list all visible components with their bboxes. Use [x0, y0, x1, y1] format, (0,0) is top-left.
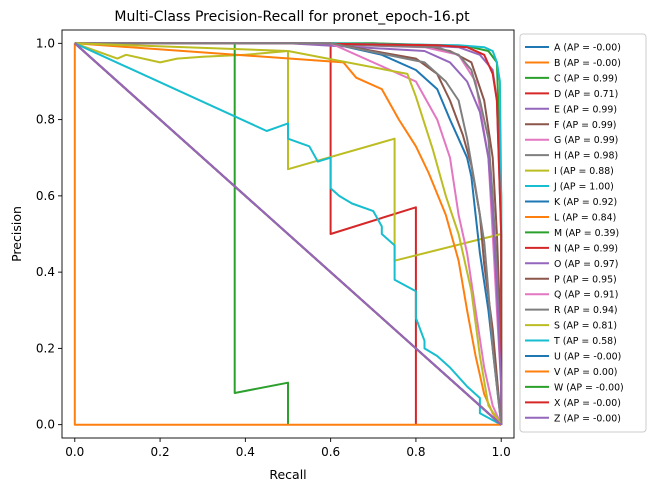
series-line-21: [73, 43, 502, 426]
legend-entry-label: C (AP = 0.99): [554, 73, 618, 84]
x-tick-label: 0.6: [321, 445, 340, 459]
legend-entry-label: N (AP = 0.99): [554, 243, 618, 254]
series-line-17: [74, 42, 503, 425]
y-tick-label: 0.2: [36, 341, 55, 355]
x-tick-label: 0.2: [151, 445, 170, 459]
y-tick-label: 0.0: [36, 418, 55, 432]
legend-entry-label: I (AP = 0.88): [554, 166, 614, 177]
legend-entry-label: F (AP = 0.99): [554, 120, 616, 131]
legend-entry-label: X (AP = -0.00): [554, 398, 621, 409]
y-tick-label: 0.6: [36, 189, 55, 203]
series-line-10: [74, 42, 503, 425]
legend-entry-label: L (AP = 0.84): [554, 212, 616, 223]
legend-entry-label: D (AP = 0.71): [554, 89, 618, 100]
series-line-18: [74, 42, 503, 426]
axes-layer: 0.0 0.2 0.4 0.6 0.8 1.0 0.0 0.2 0.4 0.6 0.8 1.0: [36, 36, 511, 459]
series-line-24: [74, 42, 502, 426]
x-tick-label: 0.4: [236, 445, 255, 459]
legend-entry-label: R (AP = 0.94): [554, 305, 618, 316]
legend-entry-label: B (AP = -0.00): [554, 58, 621, 69]
legend-entry-label: G (AP = 0.99): [554, 135, 618, 146]
legend-entry-label: U (AP = -0.00): [554, 352, 621, 363]
legend: A (AP = -0.00) B (AP = -0.00) C (AP = 0.99…: [519, 33, 647, 433]
x-tick-label: 0.8: [406, 445, 425, 459]
x-tick-label: 1.0: [492, 445, 511, 459]
legend-entry-label: P (AP = 0.95): [554, 274, 617, 285]
chart-title: Multi-Class Precision-Recall for pronet_…: [114, 9, 470, 25]
legend-entry-label: Z (AP = -0.00): [554, 413, 621, 424]
legend-entry-label: V (AP = 0.00): [554, 367, 617, 378]
x-tick-label: 0.0: [65, 445, 84, 459]
series-line-19: [74, 42, 502, 426]
x-axis-label: Recall: [269, 467, 306, 482]
legend-entry-label: E (AP = 0.99): [554, 104, 617, 115]
legend-entry-label: H (AP = 0.98): [554, 151, 618, 162]
y-tick-label: 0.8: [36, 113, 55, 127]
legend-entry-label: S (AP = 0.81): [554, 321, 617, 332]
legend-entry-label: O (AP = 0.97): [554, 259, 618, 270]
series-line-11: [74, 42, 503, 426]
legend-entry-label: A (AP = -0.00): [554, 43, 621, 54]
legend-entry-label: W (AP = -0.00): [554, 382, 624, 393]
legend-entry-label: K (AP = 0.92): [554, 197, 617, 208]
legend-entry-label: Q (AP = 0.91): [554, 290, 618, 301]
y-tick-label: 0.4: [36, 265, 55, 279]
series-line-14: [74, 42, 503, 425]
y-tick-label: 1.0: [36, 36, 55, 50]
y-axis-label: Precision: [9, 206, 24, 262]
legend-frame: [519, 33, 647, 433]
series-layer: [73, 42, 503, 426]
legend-entry-label: T (AP = 0.58): [553, 336, 617, 347]
legend-entry-label: J (AP = 1.00): [553, 182, 614, 193]
legend-entry-label: M (AP = 0.39): [554, 228, 619, 239]
series-line-16: [74, 42, 503, 426]
